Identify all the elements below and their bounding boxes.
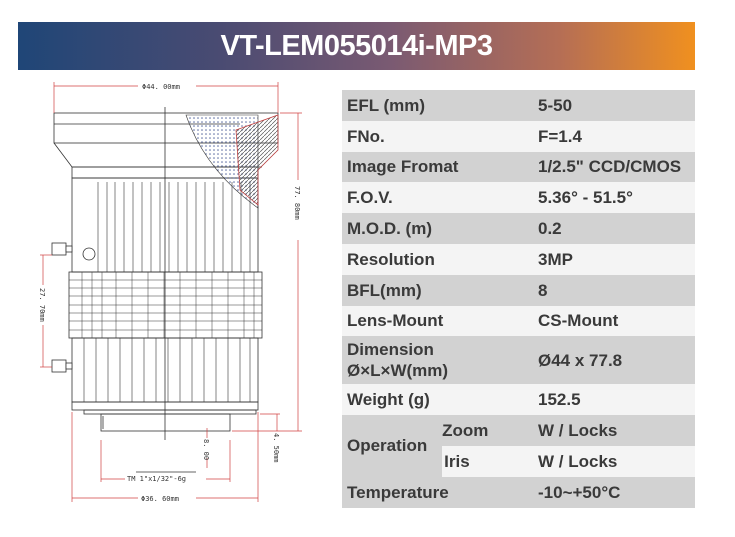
spec-row: Dimension Ø×L×W(mm) Ø44 x 77.8: [342, 336, 695, 385]
dim-top-label: Φ44. 00mm: [142, 83, 180, 91]
spec-row: F.O.V. 5.36° - 51.5°: [342, 182, 695, 214]
dim-bottom-label: Φ36. 60mm: [141, 495, 179, 503]
spec-row: Weight (g) 152.5: [342, 384, 695, 416]
lens-technical-drawing: Φ44. 00mm 77. 80mm 27. 70mm 8. 00 4. 50m…: [38, 82, 302, 503]
spec-row: M.O.D. (m) 0.2: [342, 213, 695, 244]
dimension-lines: [40, 82, 302, 502]
spec-row: EFL (mm) 5-50: [342, 90, 695, 121]
focus-ring-ribs: [83, 182, 251, 402]
lock-screws: [51, 242, 73, 373]
spec-row: Lens-Mount CS-Mount: [342, 305, 695, 337]
grip-knurling: [69, 272, 262, 338]
spec-row: BFL(mm) 8: [342, 274, 695, 306]
product-title: VT-LEM055014i-MP3: [220, 29, 493, 62]
dim-bfl-label: 8. 00: [202, 439, 210, 460]
spec-row: Image Fromat 1/2.5" CCD/CMOS: [342, 151, 695, 183]
dim-length-label: 77. 80mm: [293, 186, 301, 220]
dimension-label: Dimension: [347, 340, 434, 360]
dim-flange-label: 4. 50mm: [272, 433, 280, 463]
spec-table: EFL (mm) 5-50 FNo. F=1.4 Image Fromat 1/2.5…: [342, 90, 695, 508]
dimension-label-units: Ø×L×W(mm): [347, 361, 449, 381]
spec-row: Temperature -10~+50°C: [342, 476, 695, 508]
dim-thread-label: TM 1"x1/32"-6g: [127, 475, 186, 483]
spec-row: Resolution 3MP: [342, 243, 695, 275]
spec-row-zoom: Operation Zoom W / Locks: [342, 415, 695, 477]
spec-row-iris: Iris W / Locks: [342, 445, 695, 477]
spec-row: FNo. F=1.4: [342, 120, 695, 152]
title-banner: VT-LEM055014i-MP3: [18, 22, 695, 70]
dim-screws-label: 27. 70mm: [38, 288, 46, 322]
cutaway-section: [185, 114, 279, 209]
